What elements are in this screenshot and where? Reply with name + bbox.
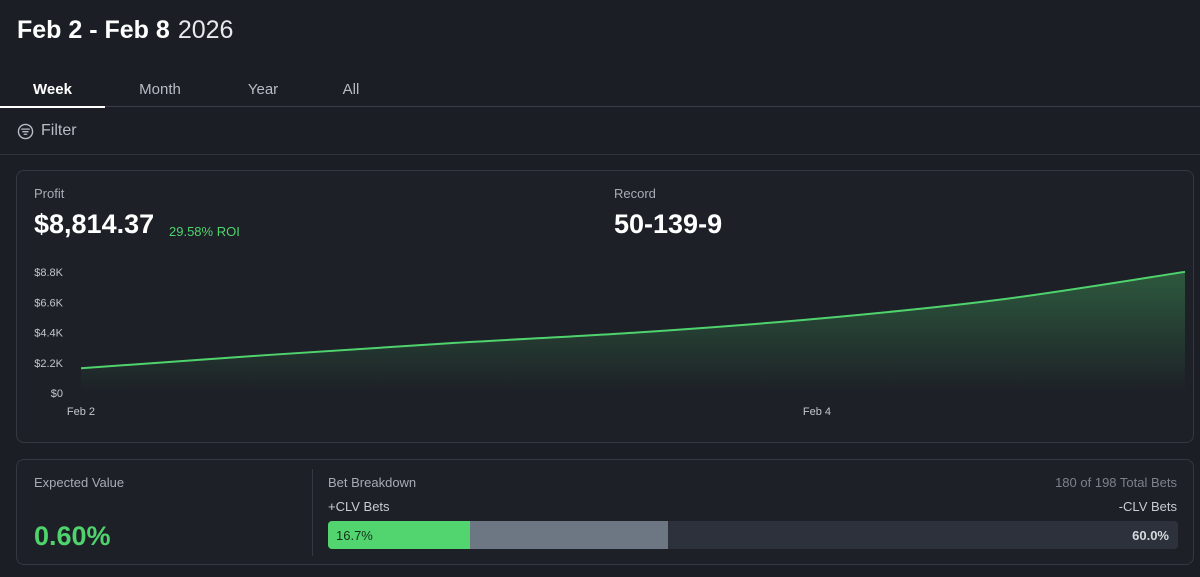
minus-clv-percent: 60.0%: [1132, 528, 1169, 543]
y-tick-label: $2.2K: [34, 358, 63, 370]
tab-all[interactable]: All: [342, 81, 360, 98]
filter-label: Filter: [41, 122, 77, 139]
stats-divider: [312, 469, 313, 556]
y-tick-label: $0: [51, 388, 63, 400]
tab-week[interactable]: Week: [0, 72, 105, 108]
tab-month[interactable]: Month: [139, 81, 181, 98]
profit-line: [80, 270, 1186, 370]
period-tabs: Week Month Year All: [0, 72, 1200, 108]
record-value: 50-139-9: [614, 209, 723, 239]
minus-clv-label: -CLV Bets: [1118, 499, 1177, 514]
record-label: Record: [614, 186, 656, 201]
plus-clv-percent: 16.7%: [336, 528, 373, 543]
x-tick-label: Feb 4: [803, 406, 831, 416]
tab-year[interactable]: Year: [247, 81, 279, 98]
plus-clv-segment: 16.7%: [328, 521, 470, 549]
date-range: Feb 2 - Feb 8: [17, 16, 170, 44]
x-tick-label: Feb 2: [67, 406, 95, 416]
profit-label: Profit: [34, 186, 65, 201]
bet-breakdown-bar: 16.7% 60.0%: [328, 521, 1178, 549]
stats-card: Expected Value 0.60% Bet Breakdown 180 o…: [16, 459, 1194, 565]
filter-icon: [17, 123, 34, 139]
page-title: Feb 2 - Feb 8 2026: [17, 16, 233, 50]
neutral-segment: [469, 521, 668, 549]
y-tick-label: $6.6K: [34, 297, 63, 309]
profit-area: [81, 271, 1185, 393]
roi-value: 29.58% ROI: [169, 224, 240, 239]
expected-value: 0.60%: [34, 521, 111, 551]
profit-value: $8,814.37: [34, 209, 155, 239]
plus-clv-label: +CLV Bets: [328, 499, 390, 514]
filter-button[interactable]: Filter: [17, 120, 77, 142]
y-tick-label: $4.4K: [34, 328, 63, 340]
total-bets: 180 of 198 Total Bets: [1055, 475, 1177, 490]
bet-breakdown-label: Bet Breakdown: [328, 475, 417, 490]
filter-bar: Filter: [0, 108, 1200, 155]
profit-card: Profit $8,814.37 29.58% ROI Record 50-13…: [16, 170, 1194, 443]
y-tick-label: $8.8K: [34, 267, 63, 279]
profit-chart: $0 $2.2K $4.4K $6.6K $8.8K Feb 2 Feb 4: [34, 267, 1186, 416]
minus-clv-segment: 60.0%: [667, 521, 1178, 549]
expected-value-label: Expected Value: [34, 475, 125, 490]
year: 2026: [177, 16, 234, 44]
